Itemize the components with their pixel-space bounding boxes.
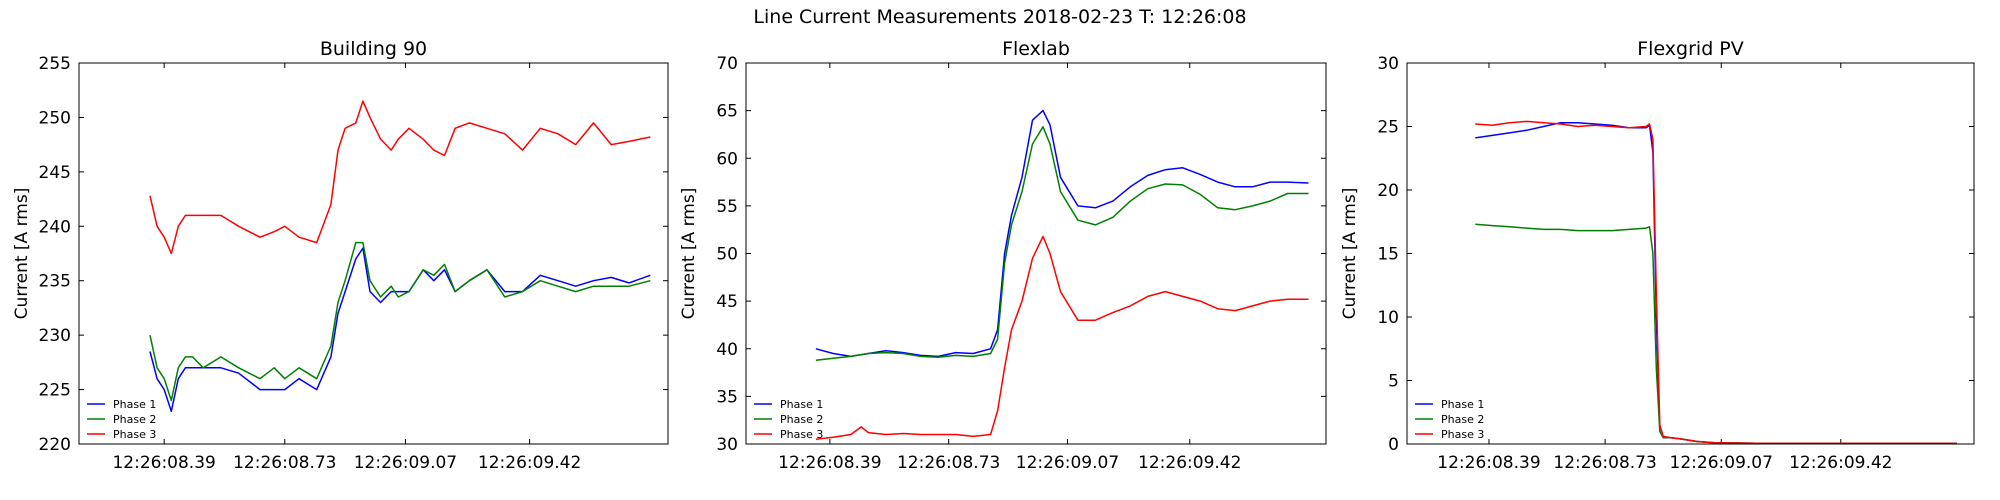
- y-tick-label: 230: [39, 326, 71, 346]
- y-tick-label: 240: [39, 217, 71, 237]
- y-tick-label: 250: [39, 108, 71, 128]
- legend-label: Phase 2: [1441, 413, 1484, 426]
- x-tick-label: 12:26:09.42: [1138, 453, 1241, 473]
- series-line-phase-1: [149, 247, 651, 413]
- legend-label: Phase 1: [113, 398, 156, 411]
- y-tick-label: 255: [39, 54, 71, 74]
- y-axis-label: Current [A rms]: [1340, 188, 1360, 320]
- y-tick-label: 245: [39, 163, 71, 183]
- series-line-phase-1: [1475, 121, 1957, 445]
- y-tick-label: 50: [716, 245, 738, 265]
- series-line-phase-1: [815, 109, 1309, 358]
- x-tick-label: 12:26:09.07: [354, 453, 457, 473]
- y-tick-label: 45: [716, 292, 738, 312]
- y-tick-label: 5: [1388, 372, 1399, 392]
- series-line-phase-3: [815, 235, 1309, 440]
- y-tick-label: 65: [716, 102, 738, 122]
- x-tick-label: 12:26:09.42: [478, 453, 581, 473]
- y-tick-label: 0: [1388, 435, 1399, 455]
- series-line-phase-3: [1475, 120, 1957, 445]
- series-line-phase-2: [815, 126, 1309, 361]
- y-tick-label: 70: [716, 54, 738, 74]
- x-tick-label: 12:26:08.73: [1553, 453, 1656, 473]
- legend-label: Phase 3: [113, 428, 156, 441]
- x-tick-label: 12:26:08.39: [1437, 453, 1540, 473]
- panel-title: Flexlab: [1002, 38, 1070, 60]
- plot-frame: [78, 62, 669, 445]
- y-tick-label: 15: [1377, 245, 1399, 265]
- series-line-phase-3: [149, 100, 651, 255]
- legend-label: Phase 2: [113, 413, 156, 426]
- y-tick-label: 10: [1377, 308, 1399, 328]
- y-tick-label: 55: [716, 197, 738, 217]
- y-tick-label: 60: [716, 149, 738, 169]
- x-tick-label: 12:26:09.42: [1789, 453, 1892, 473]
- legend-label: Phase 1: [780, 398, 823, 411]
- y-tick-label: 35: [716, 387, 738, 407]
- x-tick-label: 12:26:08.73: [897, 453, 1000, 473]
- legend-label: Phase 2: [780, 413, 823, 426]
- figure-title: Line Current Measurements 2018-02-23 T: …: [753, 6, 1247, 28]
- series-line-phase-2: [149, 241, 651, 402]
- legend-label: Phase 3: [1441, 428, 1484, 441]
- y-axis-label: Current [A rms]: [679, 188, 699, 320]
- x-tick-label: 12:26:08.73: [233, 453, 336, 473]
- series-line-phase-2: [1475, 223, 1957, 445]
- panel-title: Flexgrid PV: [1637, 38, 1744, 60]
- y-tick-label: 30: [716, 435, 738, 455]
- y-tick-label: 225: [39, 381, 71, 401]
- x-tick-label: 12:26:09.07: [1016, 453, 1119, 473]
- y-tick-label: 220: [39, 435, 71, 455]
- legend-label: Phase 3: [780, 428, 823, 441]
- x-tick-label: 12:26:08.39: [778, 453, 881, 473]
- y-axis-label: Current [A rms]: [12, 188, 32, 320]
- plot-frame: [1406, 62, 1975, 445]
- x-tick-label: 12:26:08.39: [112, 453, 215, 473]
- y-tick-label: 25: [1377, 118, 1399, 138]
- y-tick-label: 235: [39, 272, 71, 292]
- x-tick-label: 12:26:09.07: [1670, 453, 1773, 473]
- legend-label: Phase 1: [1441, 398, 1484, 411]
- panel-title: Building 90: [320, 38, 427, 60]
- y-tick-label: 30: [1377, 54, 1399, 74]
- y-tick-label: 20: [1377, 181, 1399, 201]
- plot-frame: [745, 62, 1327, 445]
- y-tick-label: 40: [716, 340, 738, 360]
